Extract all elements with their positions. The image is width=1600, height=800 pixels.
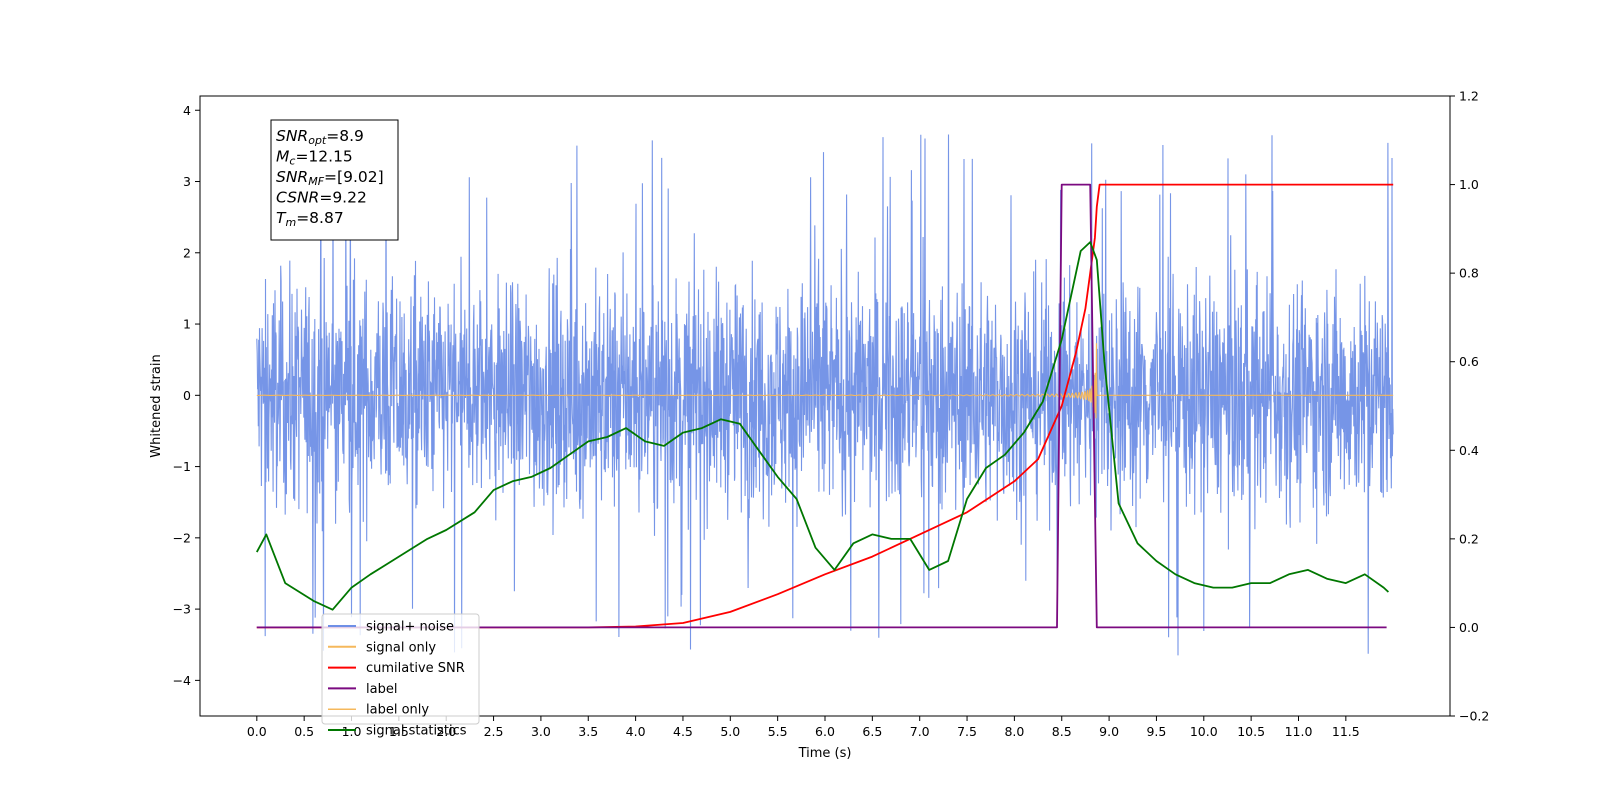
x-tick-label: 9.5 <box>1146 724 1166 739</box>
x-tick-label: 5.0 <box>720 724 740 739</box>
x-tick-label: 2.5 <box>484 724 504 739</box>
y-tick-label: −4 <box>173 673 191 688</box>
x-tick-label: 0.0 <box>247 724 267 739</box>
y-axis-right: 1.2 1.0 0.8 0.6 0.4 0.2 0.0 −0.2 <box>1450 89 1489 724</box>
x-tick-label: 3.0 <box>531 724 551 739</box>
x-tick-label: 1.0 <box>342 724 362 739</box>
annotation-line: SNRopt=8.9 <box>276 127 364 147</box>
legend-label: signal+ noise <box>366 620 454 635</box>
y-tick-label: 0 <box>183 388 191 403</box>
y-tick-label: −1 <box>173 459 191 474</box>
legend-label: label <box>366 682 397 697</box>
x-tick-label: 8.0 <box>1004 724 1024 739</box>
x-tick-label: 7.0 <box>910 724 930 739</box>
signal-statistics-line <box>256 241 1390 611</box>
y-axis-label: Whitened strain <box>149 354 164 457</box>
y2-tick-label: 0.4 <box>1459 443 1479 458</box>
legend-label: label only <box>366 703 429 718</box>
x-axis-label: Time (s) <box>798 746 852 761</box>
x-tick-label: 6.0 <box>815 724 835 739</box>
x-tick-label: 4.5 <box>673 724 693 739</box>
y2-tick-label: 1.0 <box>1459 177 1479 192</box>
y2-tick-label: −0.2 <box>1459 709 1489 724</box>
x-tick-label: 4.0 <box>626 724 646 739</box>
y-tick-label: −2 <box>173 530 191 545</box>
signal-only-line <box>256 343 1394 419</box>
y2-tick-label: 0.2 <box>1459 531 1479 546</box>
x-tick-label: 3.5 <box>578 724 598 739</box>
annotation-line: CSNR=9.22 <box>276 189 367 207</box>
y2-tick-label: 1.2 <box>1459 89 1479 104</box>
y2-tick-label: 0.8 <box>1459 266 1479 281</box>
x-tick-label: 9.0 <box>1099 724 1119 739</box>
x-tick-label: 6.5 <box>862 724 882 739</box>
y-axis-left: 4 3 2 1 0 −1 −2 −3 −4 <box>173 103 200 688</box>
y2-tick-label: 0.0 <box>1459 620 1479 635</box>
label-line <box>256 183 1387 629</box>
series-layer <box>256 134 1394 656</box>
y-tick-label: 3 <box>183 174 191 189</box>
x-tick-label: 1.5 <box>389 724 409 739</box>
annotation-frame <box>270 119 399 241</box>
cumilative-snr-line <box>256 183 1394 629</box>
x-tick-label: 0.5 <box>294 724 314 739</box>
x-tick-label: 8.5 <box>1052 724 1072 739</box>
y-tick-label: −3 <box>173 602 191 617</box>
signal-noise-line <box>256 134 1394 656</box>
legend: signal+ noise signal only cumilative SNR la… <box>321 613 480 739</box>
x-axis: 0.0 0.5 1.0 1.5 2.0 2.5 3.0 3.5 4.0 4.5 5.0 5.5 6.0 6… <box>247 716 1360 739</box>
x-tick-label: 10.5 <box>1237 724 1265 739</box>
legend-frame <box>321 613 480 725</box>
legend-label: signal only <box>366 640 436 655</box>
legend-label: cumilative SNR <box>366 661 465 676</box>
x-tick-label: 5.5 <box>768 724 788 739</box>
x-tick-label: 2.0 <box>436 724 456 739</box>
annotation-line: Mc=12.15 <box>276 148 353 168</box>
y-tick-label: 4 <box>183 103 191 118</box>
annotation-line: Tm=8.87 <box>276 209 344 229</box>
x-tick-label: 10.0 <box>1190 724 1218 739</box>
x-tick-label: 11.0 <box>1285 724 1313 739</box>
x-tick-label: 11.5 <box>1332 724 1360 739</box>
y-tick-label: 1 <box>183 317 191 332</box>
y-tick-label: 2 <box>183 245 191 260</box>
y2-tick-label: 0.6 <box>1459 354 1479 369</box>
annotation-line: SNRMF=[9.02] <box>276 168 384 188</box>
x-tick-label: 7.5 <box>957 724 977 739</box>
legend-label: signal statistics <box>366 724 467 739</box>
